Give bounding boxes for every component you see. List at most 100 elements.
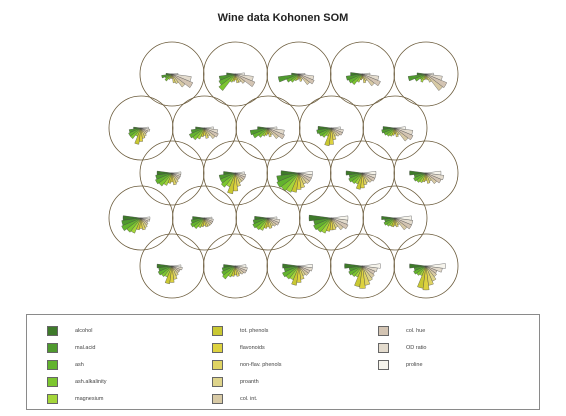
segment-ash (252, 217, 269, 229)
segment-od-ratio (394, 127, 414, 136)
segment-flavonoids (360, 172, 365, 189)
som-node-circle (330, 140, 395, 206)
segment-ash (189, 127, 205, 139)
segment-od-ratio (235, 73, 254, 82)
segment-alcohol (409, 170, 427, 176)
legend-label: proline (406, 362, 423, 368)
som-node-r2-c4 (299, 95, 364, 161)
segment-col-hue (362, 73, 381, 87)
segment-magnesium (262, 127, 269, 137)
legend-item: proanth (212, 376, 259, 388)
chart-title: Wine data Kohonen SOM (217, 12, 349, 24)
legend-swatch (47, 394, 58, 404)
som-node-r3-c2 (203, 140, 268, 206)
segment-proline (298, 171, 313, 175)
legend-label: ash (75, 362, 84, 368)
segment-ash (414, 73, 427, 82)
segment-ash-alkalinity (386, 217, 396, 227)
segment-tot-phenols (164, 265, 173, 285)
segment-flavonoids (169, 265, 175, 283)
segment-alcohol (345, 170, 363, 176)
segment-ash (383, 217, 396, 226)
segment-proanth (362, 265, 373, 282)
som-node-circle (330, 233, 395, 299)
segment-flavonoids (296, 172, 302, 190)
som-node-r4-c2 (172, 185, 237, 251)
som-node-r3-c1 (139, 140, 205, 206)
segment-ash-alkalinity (218, 73, 236, 91)
legend-label: alcohol (75, 328, 93, 334)
segment-proline (267, 216, 278, 220)
som-node-circle (139, 140, 205, 206)
legend-swatch (212, 326, 223, 336)
segment-proline (140, 216, 151, 220)
segment-flavonoids (296, 265, 302, 283)
segment-od-ratio (298, 73, 315, 80)
legend-item: OD ratio (378, 342, 426, 354)
segment-col-hue (425, 73, 448, 88)
legend-swatch (47, 326, 58, 336)
segment-ash (286, 73, 300, 83)
segment-magnesium (356, 73, 363, 83)
som-plot (108, 41, 459, 299)
segment-ash-alkalinity (193, 217, 205, 229)
segment-magnesium (321, 217, 332, 234)
segment-ash-alkalinity (416, 265, 427, 276)
som-node-circle (139, 233, 205, 299)
segment-proline (425, 170, 442, 176)
segment-od-ratio (140, 127, 151, 132)
som-node-circle (203, 41, 268, 107)
segment-od-ratio (267, 127, 285, 135)
segment-od-ratio (425, 73, 443, 81)
som-node-r4-c4 (299, 185, 364, 251)
segment-magnesium (130, 217, 142, 234)
legend-swatch (378, 343, 389, 353)
segment-col-hue (298, 73, 315, 85)
segment-proline (204, 126, 214, 130)
som-node-r3-c5 (393, 140, 459, 206)
segment-alcohol (156, 263, 173, 269)
legend-swatch (47, 377, 58, 387)
segment-ash (318, 127, 332, 137)
som-node-circle (108, 95, 174, 161)
segment-proline (362, 263, 381, 269)
segment-flavonoids (329, 127, 334, 145)
legend-label: mal.acid (75, 345, 96, 351)
segment-proline (298, 73, 306, 75)
segment-proline (235, 72, 245, 76)
legend-label: col. hue (406, 328, 426, 334)
som-node-r2-c1 (108, 95, 174, 161)
segment-ash (413, 172, 427, 182)
segment-proanth (140, 217, 148, 228)
som-node-r1-c1 (139, 41, 205, 107)
som-node-r5-c3 (266, 233, 332, 299)
som-node-r5-c4 (330, 233, 395, 299)
segment-od-ratio (204, 127, 219, 134)
segment-alcohol (344, 263, 363, 269)
som-node-circle (393, 233, 459, 299)
segment-proline (171, 264, 182, 268)
segment-ash-alkalinity (351, 73, 363, 85)
legend-label: proanth (240, 379, 259, 385)
legend-label: flavonoids (240, 345, 265, 351)
segment-ash-alkalinity (126, 217, 142, 233)
legend-swatch (212, 394, 223, 404)
segment-proline (331, 215, 349, 221)
segment-proline (235, 171, 245, 175)
segment-tot-phenols (200, 217, 205, 228)
legend-label: col. int. (240, 396, 258, 402)
som-node-r2-c3 (235, 95, 301, 161)
segment-tot-phenols (232, 73, 236, 82)
segment-magnesium (294, 73, 300, 82)
legend-item: magnesium (47, 393, 103, 405)
segment-col-int (140, 217, 149, 226)
segment-tot-phenols (423, 73, 427, 81)
segment-col-hue (394, 127, 414, 141)
segment-ash-alkalinity (416, 172, 427, 183)
segment-proline (425, 72, 434, 76)
segment-od-ratio (394, 217, 414, 226)
segment-ash-alkalinity (130, 127, 142, 139)
segment-alcohol (308, 214, 332, 222)
som-node-r5-c2 (203, 233, 268, 299)
som-node-r3-c3 (266, 140, 332, 206)
